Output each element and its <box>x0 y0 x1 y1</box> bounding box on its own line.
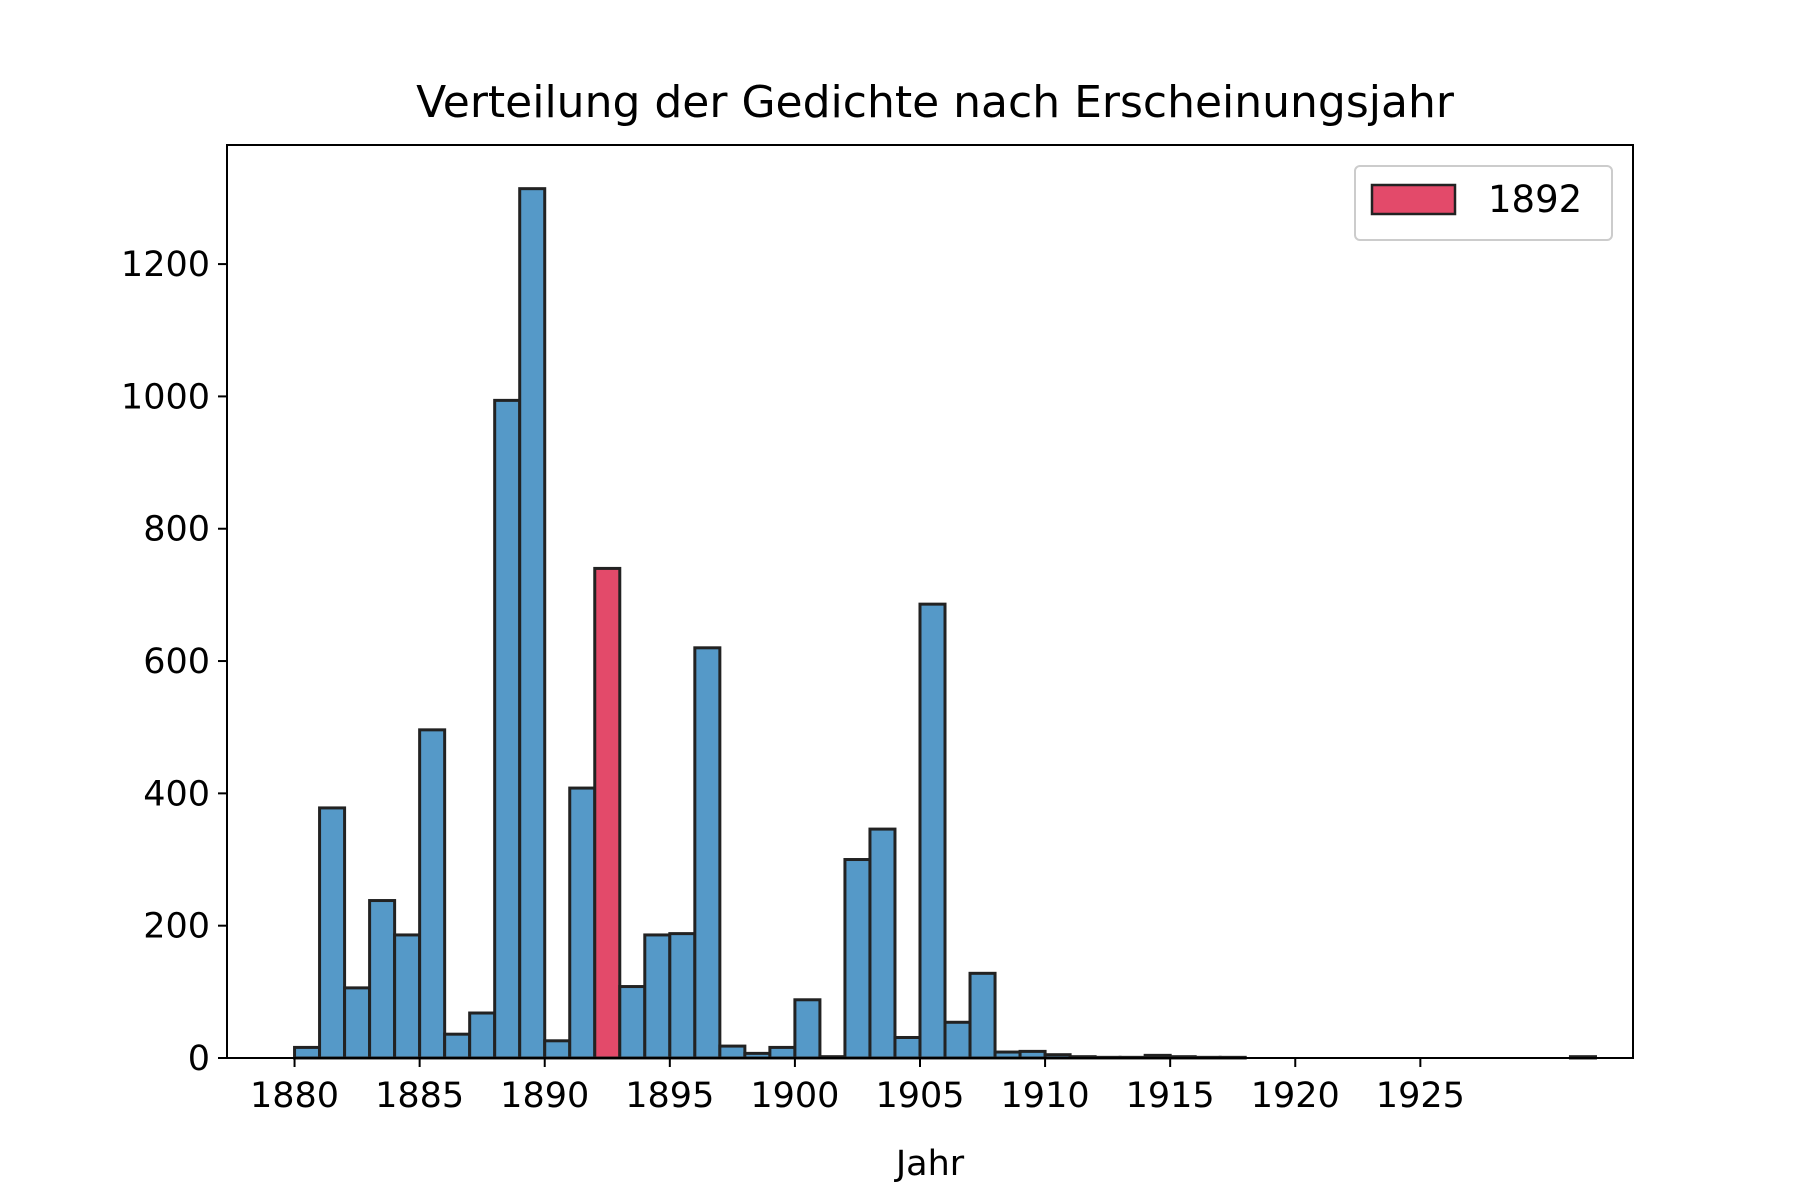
bar-1886 <box>443 1032 472 1060</box>
bar-1907 <box>968 971 997 1060</box>
x-tick-label: 1920 <box>1251 1076 1340 1116</box>
bar-1890 <box>543 1039 572 1060</box>
bar-1904 <box>893 1035 922 1060</box>
x-tick-label: 1885 <box>375 1076 464 1116</box>
bar-1889 <box>518 187 547 1060</box>
y-tick-label: 0 <box>188 1039 210 1079</box>
bar-1885 <box>418 728 447 1060</box>
y-tick-label: 600 <box>143 642 210 682</box>
x-tick-label: 1905 <box>875 1076 964 1116</box>
x-axis-label: Jahr <box>894 1144 965 1184</box>
bar-1888 <box>493 398 522 1060</box>
y-tick-label: 200 <box>143 907 210 947</box>
y-axis: 0 200 400 600 800 1000 1200 <box>121 245 227 1079</box>
bar-1896 <box>693 646 722 1060</box>
bar-1880 <box>293 1045 322 1060</box>
bar-group <box>293 187 1597 1060</box>
bar-1893 <box>618 985 647 1060</box>
x-tick-label: 1910 <box>1001 1076 1090 1116</box>
x-tick-label: 1880 <box>250 1076 339 1116</box>
y-tick-label: 1200 <box>121 245 210 285</box>
x-tick-label: 1900 <box>750 1076 839 1116</box>
y-tick-label: 800 <box>143 510 210 550</box>
x-axis: 1880 1885 1890 1895 1900 1905 1910 1915 1920 1925 <box>250 1058 1465 1116</box>
legend-label: 1892 <box>1488 178 1582 221</box>
bar-1902 <box>843 858 872 1060</box>
plot-frame <box>226 144 1634 1059</box>
bar-1882 <box>343 986 372 1060</box>
chart-title: Verteilung der Gedichte nach Erscheinung… <box>416 77 1455 128</box>
bar-1897 <box>718 1044 747 1060</box>
x-tick-label: 1890 <box>500 1076 589 1116</box>
y-tick-label: 1000 <box>121 377 210 417</box>
legend: 1892 <box>1354 165 1613 241</box>
bar-1905 <box>918 602 947 1060</box>
bar-1900 <box>793 998 822 1060</box>
bar-1887 <box>468 1011 497 1060</box>
bar-highlight-1892 <box>593 566 622 1060</box>
bar-1891 <box>568 786 597 1060</box>
bar-1881 <box>318 806 347 1060</box>
x-tick-label: 1925 <box>1376 1076 1465 1116</box>
bar-1895 <box>668 932 697 1060</box>
x-tick-label: 1915 <box>1126 1076 1215 1116</box>
legend-swatch <box>1370 183 1457 216</box>
x-tick-label: 1895 <box>625 1076 714 1116</box>
bar-1906 <box>943 1020 972 1060</box>
bar-1899 <box>768 1045 797 1060</box>
bar-1883 <box>368 899 397 1060</box>
bar-1884 <box>393 933 422 1060</box>
y-tick-label: 400 <box>143 774 210 814</box>
bar-1894 <box>643 933 672 1060</box>
bar-1903 <box>868 827 897 1060</box>
